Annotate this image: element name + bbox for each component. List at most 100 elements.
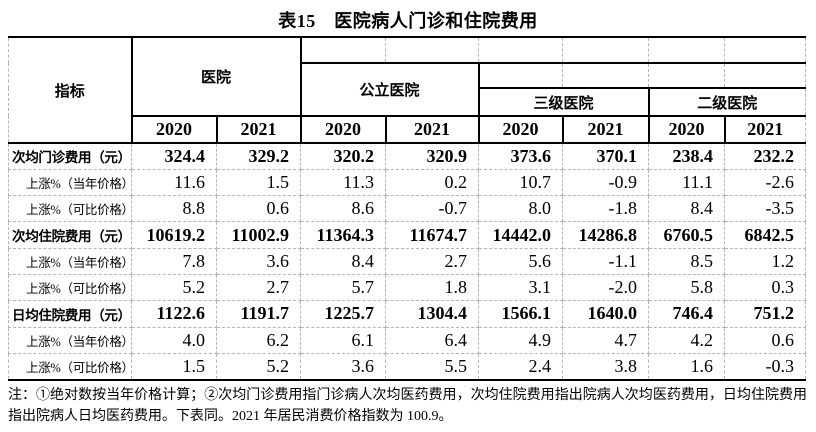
header-spacer-cell — [724, 37, 807, 64]
value-cell: -2.6 — [724, 168, 807, 197]
value-cell: 11.6 — [131, 168, 217, 197]
value-cell: 4.2 — [648, 326, 726, 354]
value-cell: 11364.3 — [300, 221, 387, 249]
header-spacer-cell — [478, 63, 564, 89]
header-spacer-cell — [478, 37, 564, 64]
table-footnote: 注：①绝对数按当年价格计算；②次均门诊费用指门诊病人次均医药费用，次均住院费用指… — [8, 387, 807, 424]
value-cell: 6.4 — [385, 326, 480, 354]
row-label: 上涨%（当年价格） — [8, 326, 132, 354]
value-cell: 5.5 — [385, 352, 480, 381]
value-cell: 324.4 — [131, 142, 217, 170]
value-cell: 8.5 — [648, 247, 726, 275]
table-title: 表15 医院病人门诊和住院费用 — [278, 11, 538, 31]
header-group-tertiary-hospital: 三级医院 — [477, 87, 650, 117]
value-cell: 1.5 — [215, 168, 302, 197]
value-cell: 5.6 — [478, 247, 564, 275]
value-cell: 5.2 — [131, 273, 217, 302]
value-cell: 14286.8 — [562, 221, 650, 249]
value-cell: 0.6 — [215, 195, 302, 223]
value-cell: 0.2 — [385, 168, 480, 197]
value-cell: 1.2 — [724, 247, 807, 275]
value-cell: -2.0 — [562, 273, 650, 302]
header-spacer-cell — [724, 63, 807, 89]
header-spacer-cell — [648, 63, 726, 89]
value-cell: 1566.1 — [478, 300, 564, 328]
value-cell: 320.2 — [300, 142, 387, 170]
value-cell: 4.7 — [562, 326, 650, 354]
value-cell: 14442.0 — [478, 221, 564, 249]
statistics-table: 指标 医院 公立医院 三级医院 二级医院 2020 2021 2020 2021… — [8, 36, 807, 381]
value-cell: 10.7 — [478, 168, 564, 197]
value-cell: 0.3 — [724, 273, 807, 302]
value-cell: 5.8 — [648, 273, 726, 302]
header-spacer-cell — [385, 37, 480, 64]
year-cell: 2021 — [384, 115, 480, 144]
year-cell: 2020 — [299, 115, 387, 144]
value-cell: 6842.5 — [724, 221, 807, 249]
header-indicator: 指标 — [8, 36, 133, 144]
year-cell: 2021 — [561, 115, 650, 144]
value-cell: 11002.9 — [215, 221, 302, 249]
value-cell: 232.2 — [724, 142, 807, 170]
header-group-hospital: 医院 — [130, 36, 302, 117]
value-cell: 751.2 — [724, 300, 807, 328]
value-cell: 8.4 — [300, 247, 387, 275]
value-cell: 2.4 — [478, 352, 564, 381]
row-label: 上涨%（当年价格） — [8, 247, 132, 275]
value-cell: 3.8 — [562, 352, 650, 381]
value-cell: 746.4 — [648, 300, 726, 328]
value-cell: 1.5 — [131, 352, 217, 381]
value-cell: 3.6 — [300, 352, 387, 381]
row-label: 上涨%（可比价格） — [8, 195, 132, 223]
header-group-public-hospital: 公立医院 — [299, 62, 480, 117]
value-cell: 1225.7 — [300, 300, 387, 328]
row-label: 上涨%（当年价格） — [8, 168, 132, 197]
value-cell: -1.1 — [562, 247, 650, 275]
value-cell: 1191.7 — [215, 300, 302, 328]
row-label: 日均住院费用（元） — [8, 300, 132, 328]
row-label: 上涨%（可比价格） — [8, 352, 132, 381]
value-cell: 11.3 — [300, 168, 387, 197]
value-cell: 8.6 — [300, 195, 387, 223]
row-label: 上涨%（可比价格） — [8, 273, 132, 302]
value-cell: 5.7 — [300, 273, 387, 302]
value-cell: 373.6 — [478, 142, 564, 170]
value-cell: 10619.2 — [131, 221, 217, 249]
value-cell: 11674.7 — [385, 221, 480, 249]
value-cell: 11.1 — [648, 168, 726, 197]
value-cell: 4.0 — [131, 326, 217, 354]
value-cell: -1.8 — [562, 195, 650, 223]
year-cell: 2020 — [130, 115, 218, 144]
value-cell: 1.8 — [385, 273, 480, 302]
value-cell: 5.2 — [215, 352, 302, 381]
value-cell: 370.1 — [562, 142, 650, 170]
year-cell: 2021 — [723, 115, 807, 144]
value-cell: 6.1 — [300, 326, 387, 354]
year-cell: 2020 — [647, 115, 726, 144]
row-label: 次均门诊费用（元） — [8, 142, 132, 170]
value-cell: -0.9 — [562, 168, 650, 197]
value-cell: 8.8 — [131, 195, 217, 223]
value-cell: 1640.0 — [562, 300, 650, 328]
value-cell: 2.7 — [215, 273, 302, 302]
value-cell: 0.6 — [724, 326, 807, 354]
row-label: 次均住院费用（元） — [8, 221, 132, 249]
year-cell: 2021 — [215, 115, 302, 144]
value-cell: 8.4 — [648, 195, 726, 223]
value-cell: -0.7 — [385, 195, 480, 223]
value-cell: 1304.4 — [385, 300, 480, 328]
year-cell: 2020 — [477, 115, 564, 144]
value-cell: 238.4 — [648, 142, 726, 170]
value-cell: 2.7 — [385, 247, 480, 275]
value-cell: -0.3 — [724, 352, 807, 381]
value-cell: 7.8 — [131, 247, 217, 275]
value-cell: 6760.5 — [648, 221, 726, 249]
header-spacer-cell — [562, 63, 650, 89]
value-cell: 6.2 — [215, 326, 302, 354]
value-cell: 1.6 — [648, 352, 726, 381]
value-cell: 3.1 — [478, 273, 564, 302]
header-spacer-cell — [648, 37, 726, 64]
value-cell: 320.9 — [385, 142, 480, 170]
value-cell: -3.5 — [724, 195, 807, 223]
value-cell: 3.6 — [215, 247, 302, 275]
